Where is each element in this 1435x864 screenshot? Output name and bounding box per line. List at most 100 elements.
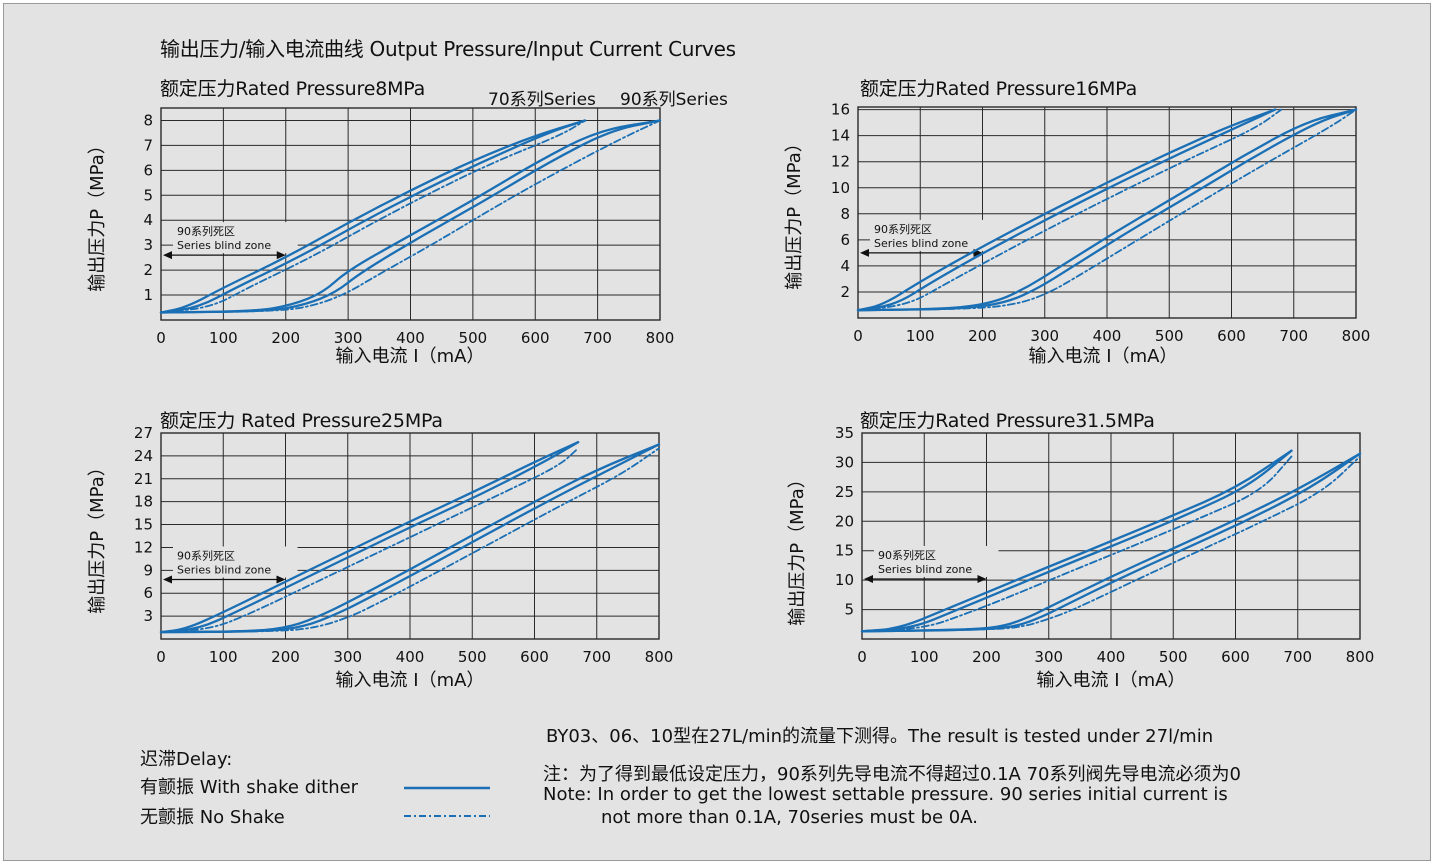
curve-90-dashdot (160, 119, 661, 314)
y-tick-label: 25 (835, 483, 854, 501)
x-tick-label: 100 (906, 327, 935, 345)
blind-zone-backdrop (870, 219, 995, 251)
x-tick-label: 200 (968, 327, 997, 345)
x-tick-label: 800 (645, 648, 674, 666)
blind-zone-arrowhead-left (864, 574, 873, 583)
curve-70-solid (856, 108, 1277, 312)
x-tick-label: 0 (156, 648, 166, 666)
y-tick-label: 8 (840, 205, 850, 223)
x-tick-label: 100 (209, 329, 238, 347)
note-chinese: 注：为了得到最低设定压力，90系列先导电流不得超过0.1A 70系列阀先导电流必… (543, 764, 1241, 785)
y-tick-label: 14 (831, 127, 850, 145)
curve-90-dashdot (861, 455, 1361, 633)
y-tick-label: 6 (143, 584, 153, 602)
x-tick-label: 500 (1155, 327, 1184, 345)
blind-zone-arrowhead-right (276, 251, 286, 260)
y-tick-label: 21 (134, 470, 153, 488)
blind-zone-arrowhead-left (163, 251, 172, 260)
blind-zone-label-en: Series blind zone (177, 563, 271, 576)
chart-1: 0 100 200 300 400 500 600 700 800 1 2 3 4 5 6 7 8 输入电流 I（… (87, 107, 675, 367)
curve-70-solid (159, 441, 580, 634)
y-tick-label: 18 (134, 493, 153, 511)
y-tick-label: 24 (134, 447, 153, 465)
x-tick-label: 500 (458, 648, 487, 666)
y-tick-label: 3 (143, 236, 153, 254)
y-tick-label: 6 (840, 231, 850, 249)
blind-zone-label-en: Series blind zone (874, 237, 968, 250)
y-tick-label: 27 (134, 424, 153, 442)
x-tick-label: 300 (333, 648, 362, 666)
x-tick-label: 200 (972, 648, 1001, 666)
legend-title: 迟滞Delay: (140, 749, 233, 770)
y-tick-label: 2 (143, 261, 153, 279)
chart-4: 0 100 200 300 400 500 600 700 800 5 10 15 20 25 30 35 输入… (787, 424, 1374, 691)
y-tick-label: 3 (143, 607, 153, 625)
blind-zone-backdrop (173, 546, 298, 578)
y-tick-label: 10 (835, 571, 854, 589)
x-tick-label: 400 (396, 648, 425, 666)
x-tick-label: 700 (582, 648, 611, 666)
x-tick-label: 100 (910, 648, 939, 666)
x-tick-label: 100 (209, 648, 238, 666)
y-tick-label: 7 (143, 136, 153, 154)
x-tick-label: 400 (396, 329, 425, 347)
legend-with-shake-label: 有颤振 With shake dither (140, 777, 359, 798)
x-axis-label: 输入电流 I（mA） (336, 670, 485, 691)
y-tick-label: 9 (143, 561, 153, 579)
x-tick-label: 500 (459, 329, 488, 347)
y-tick-label: 2 (840, 283, 850, 301)
x-tick-label: 700 (1283, 648, 1312, 666)
x-tick-label: 300 (1034, 648, 1063, 666)
y-tick-label: 5 (143, 186, 153, 204)
curve-90-dashdot (857, 108, 1357, 312)
blind-zone-backdrop (173, 222, 298, 254)
page-title: 输出压力/输入电流曲线 Output Pressure/Input Curren… (160, 37, 736, 61)
note-english-line-1: Note: In order to get the lowest settabl… (543, 784, 1228, 805)
y-axis-label: 输出压力P（MPa） (87, 136, 108, 291)
test-condition-note: BY03、06、10型在27L/min的流量下测得。The result is … (546, 726, 1214, 747)
chart-2: 0 100 200 300 400 500 600 700 800 2 4 6 8 10 12 14 16 输入电… (784, 101, 1370, 367)
x-tick-label: 400 (1093, 327, 1122, 345)
curve-90-dashdot (160, 447, 660, 633)
y-tick-label: 35 (835, 424, 854, 442)
curve-70-dashdot (861, 455, 1293, 633)
blind-zone-arrowhead-left (163, 575, 172, 584)
curve-70-solid (856, 108, 1277, 312)
x-tick-label: 800 (1346, 648, 1375, 666)
chart-3: 0 100 200 300 400 500 600 700 800 3 6 9 12 15 18 21 24 27… (87, 424, 673, 691)
y-tick-label: 10 (831, 179, 850, 197)
legend-no-shake-label: 无颤振 No Shake (140, 807, 285, 828)
y-tick-label: 5 (844, 601, 854, 619)
legend-swatches (404, 786, 490, 817)
y-axis-label: 输出压力P（MPa） (787, 470, 808, 625)
curve-70-solid (159, 119, 587, 314)
x-axis-label: 输入电流 I（mA） (336, 346, 485, 367)
x-tick-label: 200 (271, 648, 300, 666)
x-tick-label: 600 (521, 329, 550, 347)
x-tick-label: 300 (1030, 327, 1059, 345)
curve-70-solid (159, 441, 580, 634)
chart-4-title: 额定压力Rated Pressure31.5MPa (860, 410, 1155, 432)
curve-70-dashdot (857, 108, 1283, 312)
y-tick-label: 20 (835, 512, 854, 530)
y-tick-label: 4 (143, 211, 153, 229)
note-english-line-2: not more than 0.1A, 70series must be 0A. (601, 807, 978, 828)
curve-70-dashdot (160, 447, 579, 633)
y-tick-label: 15 (134, 516, 153, 534)
y-tick-label: 12 (134, 538, 153, 556)
curve-70-dashdot (160, 119, 586, 314)
x-tick-label: 800 (1342, 327, 1371, 345)
blind-zone-backdrop (874, 545, 999, 577)
curve-70-solid (860, 449, 1293, 633)
x-tick-label: 600 (1221, 648, 1250, 666)
x-tick-label: 600 (520, 648, 549, 666)
blind-zone-label-cn: 90系列死区 (874, 222, 932, 236)
x-tick-label: 500 (1159, 648, 1188, 666)
x-tick-label: 800 (646, 329, 675, 347)
y-tick-label: 6 (143, 161, 153, 179)
x-tick-label: 0 (156, 329, 166, 347)
x-tick-label: 600 (1217, 327, 1246, 345)
y-axis-label: 输出压力P（MPa） (784, 134, 805, 289)
y-tick-label: 12 (831, 153, 850, 171)
x-axis-label: 输入电流 I（mA） (1029, 346, 1178, 367)
